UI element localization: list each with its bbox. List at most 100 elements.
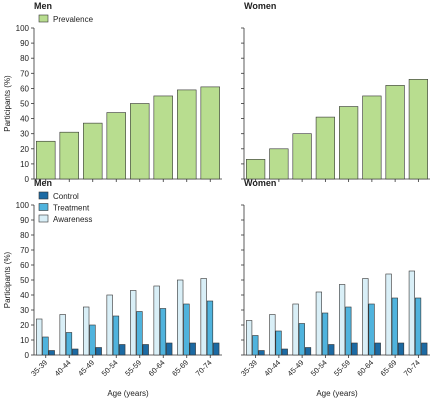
bar-treatment (345, 306, 352, 356)
bar-awareness (83, 306, 90, 356)
bar-treatment (391, 297, 398, 356)
bar-prevalence (130, 103, 150, 180)
y-tick-label: 100 (16, 24, 30, 33)
bar-control (166, 342, 173, 356)
bar-prevalence (408, 79, 428, 180)
legend-label: Awareness (53, 215, 92, 224)
bar-awareness (59, 314, 66, 356)
x-tick-label: 70-74 (194, 358, 214, 378)
bar-treatment (65, 332, 73, 356)
bar-prevalence (362, 95, 382, 180)
x-tick-label: 45-49 (76, 358, 96, 378)
y-tick-label: 100 (16, 201, 30, 210)
bar-awareness (200, 278, 207, 356)
bar-control (351, 342, 358, 356)
x-tick-label: 50-54 (100, 358, 120, 378)
legend-swatch (38, 14, 49, 23)
bar-control (421, 342, 428, 356)
bar-prevalence (385, 85, 405, 180)
bar-awareness (106, 294, 113, 356)
x-tick-label: 40-44 (53, 358, 73, 378)
bar-control (119, 344, 126, 356)
x-axis-label: Age (years) (107, 389, 149, 398)
legend-swatch (38, 214, 49, 223)
bar-awareness (246, 320, 253, 356)
bar-control (258, 350, 265, 356)
bar-treatment (112, 315, 120, 356)
bar-prevalence (106, 112, 126, 180)
bar-awareness (269, 314, 276, 356)
bar-control (213, 342, 220, 356)
bar-control (397, 342, 405, 356)
bar-prevalence (59, 131, 79, 180)
y-tick-label: 80 (20, 54, 29, 63)
x-axis-label: Age (years) (316, 389, 358, 398)
bar-control (374, 342, 381, 356)
bar-control (48, 350, 55, 356)
y-tick-label: 0 (25, 175, 30, 184)
bar-treatment (136, 311, 143, 356)
y-tick-label: 90 (20, 216, 29, 225)
y-tick-label: 50 (20, 100, 29, 109)
legend-swatch (38, 191, 49, 200)
bar-control (328, 344, 335, 356)
panel-title: Men (34, 178, 52, 188)
x-tick-label: 70-74 (402, 358, 422, 378)
legend-label: Control (53, 192, 79, 201)
y-tick-label: 30 (20, 130, 29, 139)
bar-awareness (177, 279, 184, 356)
chart-panel-bottom-left: Men 0 10 20 30 40 50 60 70 80 90 100 Participants (%… (3, 178, 222, 398)
bar-awareness (292, 303, 299, 356)
y-tick-label: 40 (20, 115, 29, 124)
x-tick-label: 35-39 (239, 358, 259, 378)
y-tick-label: 70 (20, 69, 29, 78)
bar-prevalence (292, 133, 312, 180)
bar-treatment (298, 323, 305, 356)
bar-control (142, 344, 149, 356)
y-tick-label: 10 (20, 160, 29, 169)
bar-treatment (252, 335, 259, 356)
bar-treatment (206, 300, 214, 356)
bar-control (95, 347, 102, 356)
bar-prevalence (339, 106, 359, 180)
y-tick-label: 10 (20, 336, 29, 345)
y-tick-label: 50 (20, 276, 29, 285)
legend-swatch (38, 203, 49, 211)
x-tick-label: 40-44 (262, 358, 282, 378)
y-tick-label: 40 (20, 291, 29, 300)
bar-awareness (153, 285, 160, 356)
chart-panel-bottom-right: Women 35-39 40-44 45-49 50-54 55-59 60-64 65-69… (239, 178, 430, 398)
bar-prevalence (83, 122, 103, 180)
bar-control (72, 348, 79, 356)
bar-awareness (315, 291, 322, 356)
legend: Prevalence (38, 14, 94, 24)
legend-label: Prevalence (53, 15, 94, 24)
bar-awareness (339, 284, 346, 356)
bar-prevalence (246, 159, 266, 180)
x-tick-label: 60-64 (355, 358, 375, 378)
y-tick-label: 20 (20, 321, 29, 330)
bar-prevalence (269, 148, 289, 180)
x-tick-label: 65-69 (170, 358, 190, 378)
bar-awareness (362, 278, 369, 356)
bar-awareness (385, 273, 392, 356)
bar-awareness (130, 290, 137, 356)
x-tick-label: 45-49 (286, 358, 306, 378)
y-tick-label: 90 (20, 39, 29, 48)
y-tick-label: 80 (20, 231, 29, 240)
x-tick-label: 50-54 (309, 358, 329, 378)
y-tick-label: 60 (20, 84, 29, 93)
bar-treatment (89, 324, 96, 356)
bar-control (189, 342, 196, 356)
bar-awareness (36, 318, 43, 356)
y-tick-label: 30 (20, 306, 29, 315)
x-tick-label: 55-59 (332, 358, 352, 378)
bar-treatment (321, 312, 329, 356)
y-axis-label: Participants (%) (3, 251, 12, 308)
bar-prevalence (200, 86, 220, 180)
panel-title: Men (34, 1, 52, 11)
bar-treatment (183, 303, 190, 356)
x-tick-label: 35-39 (29, 358, 49, 378)
